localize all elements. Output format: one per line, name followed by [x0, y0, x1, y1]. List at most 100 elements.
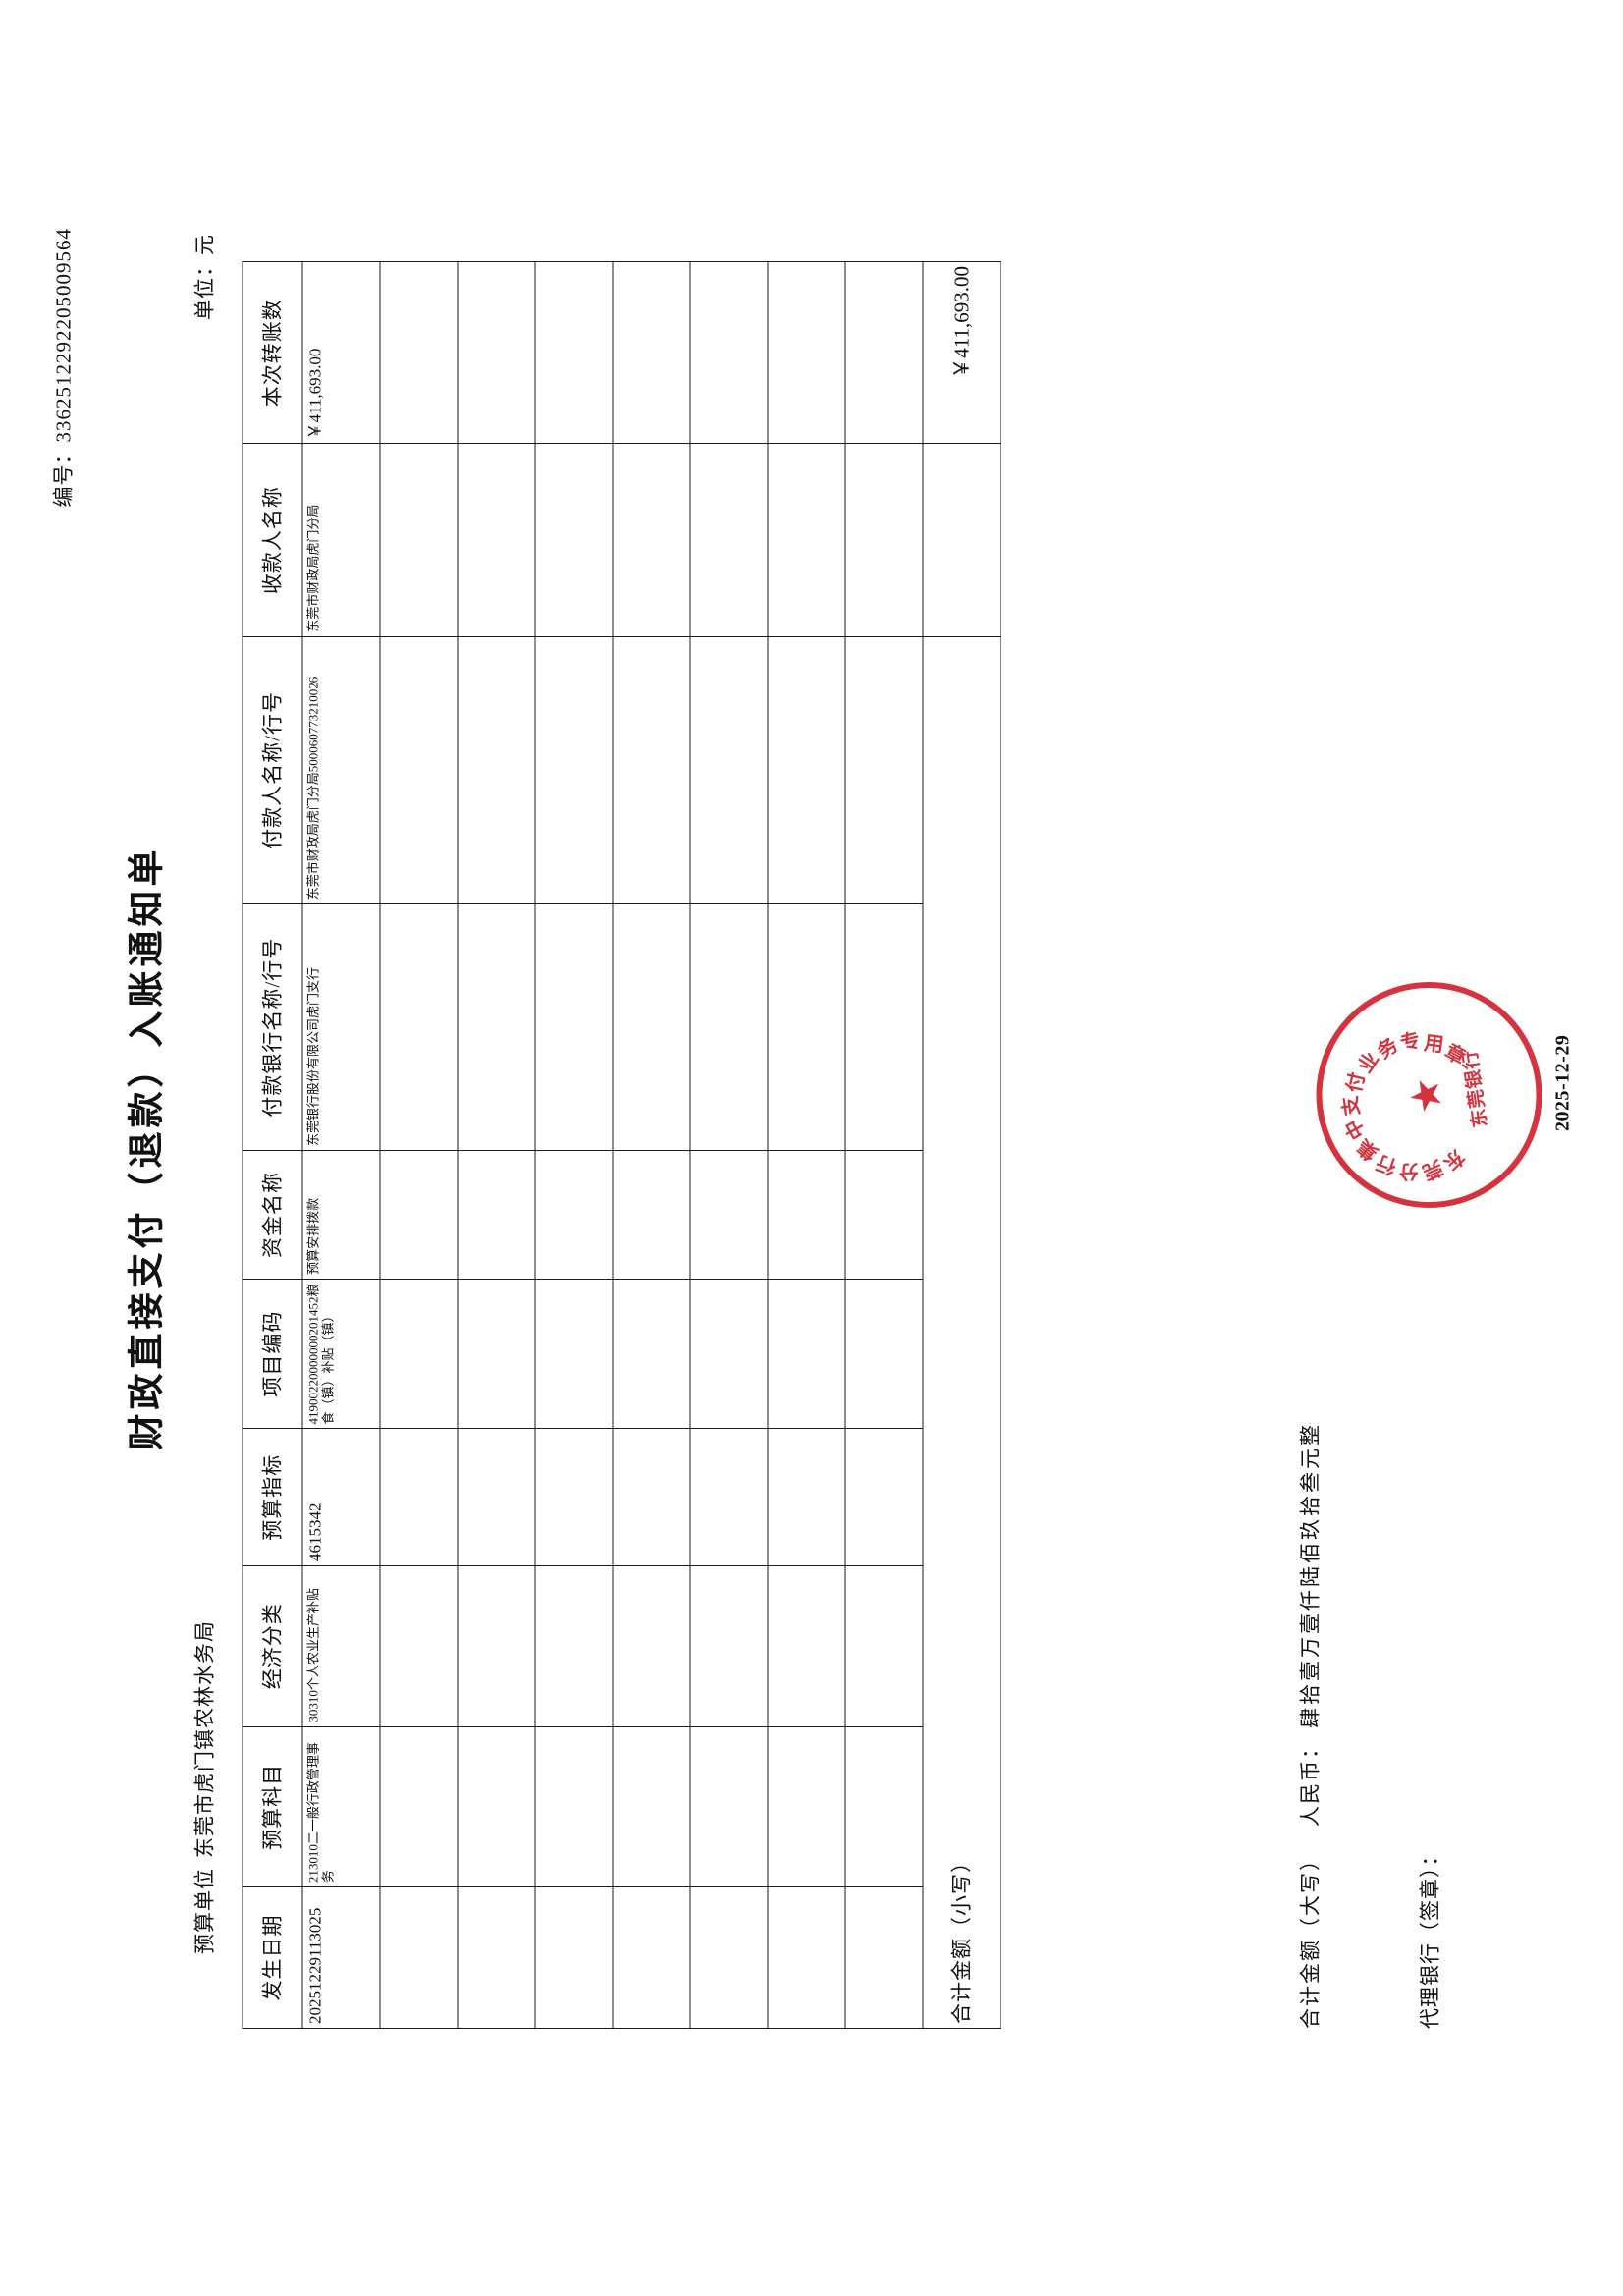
- cell-paying-bank: [844, 903, 923, 1151]
- currency-word-label: 人民币：: [1298, 1736, 1322, 1827]
- total-in-words-label: 合计金额（大写）: [1298, 1848, 1322, 2029]
- total-in-words-value: 肆拾壹万壹仟陆佰玖拾叁元整: [1298, 1422, 1322, 1728]
- cell-budget-index: [457, 1428, 535, 1566]
- cell-economic-class: [457, 1565, 535, 1727]
- cell-budget-subject: [379, 1726, 458, 1887]
- table-row: [689, 261, 768, 2029]
- serial-label: 编号：: [51, 442, 75, 508]
- cell-budget-subject: [767, 1726, 845, 1887]
- cell-payee: [689, 443, 768, 637]
- cell-payer: [379, 636, 458, 904]
- cell-amount: ￥411,693.00: [301, 261, 380, 444]
- table-header-row: 发生日期 预算科目 经济分类 预算指标 项目编码 资金名称 付款银行名称/行号 …: [242, 261, 302, 2029]
- cell-date: [379, 1886, 458, 2029]
- cell-fund-name: [612, 1150, 690, 1280]
- budget-unit-label: 预算单位: [192, 1868, 216, 1954]
- cell-date: [844, 1886, 923, 2029]
- cell-project-code: [844, 1279, 923, 1429]
- cell-project-code: 41900220000000201452粮食（镇）补贴（镇）: [301, 1279, 380, 1429]
- cell-paying-bank: [767, 903, 845, 1151]
- seal-ring-char: 分: [1397, 1159, 1419, 1184]
- cell-paying-bank: [612, 903, 690, 1151]
- cell-budget-subject: 213010二一般行政管理事务: [301, 1726, 380, 1887]
- table-row: [534, 261, 613, 2029]
- total-spacer-cell: [922, 443, 1001, 637]
- table-row: [612, 261, 690, 2029]
- col-header-payee: 收款人名称: [242, 443, 302, 637]
- cell-fund-name: [457, 1150, 535, 1280]
- cell-paying-bank: [379, 903, 458, 1151]
- cell-payer: 东莞市财政局虎门分局500060773210026: [301, 636, 380, 904]
- cell-amount: [457, 261, 535, 444]
- cell-amount: [612, 261, 690, 444]
- col-header-project-code: 项目编码: [242, 1279, 302, 1429]
- cell-fund-name: [689, 1150, 768, 1280]
- cell-date: [689, 1886, 768, 2029]
- cell-budget-index: [612, 1428, 690, 1566]
- cell-budget-index: [534, 1428, 613, 1566]
- cell-date: [534, 1886, 613, 2029]
- col-header-economic-class: 经济分类: [242, 1565, 302, 1727]
- table-row: 20251229113025 213010二一般行政管理事务 30310个人农业…: [301, 261, 380, 2029]
- table-row: [379, 261, 458, 2029]
- total-in-words-row: 合计金额（大写） 人民币： 肆拾壹万壹仟陆佰玖拾叁元整: [1294, 1422, 1324, 2029]
- currency-unit-label: 单位：元: [192, 234, 216, 320]
- cell-budget-subject: [457, 1726, 535, 1887]
- cell-economic-class: [379, 1565, 458, 1727]
- cell-project-code: [767, 1279, 845, 1429]
- cell-payer: [689, 636, 768, 904]
- cell-payee: [457, 443, 535, 637]
- cell-economic-class: [534, 1565, 613, 1727]
- cell-project-code: [457, 1279, 535, 1429]
- cell-amount: [534, 261, 613, 444]
- cell-paying-bank: 东莞银行股份有限公司虎门支行: [301, 903, 380, 1151]
- cell-budget-subject: [689, 1726, 768, 1887]
- serial-value: 3362512292205009564: [51, 228, 75, 443]
- cell-economic-class: 30310个人农业生产补贴: [301, 1565, 380, 1727]
- cell-project-code: [379, 1279, 458, 1429]
- cell-date: [767, 1886, 845, 2029]
- cell-fund-name: [379, 1150, 458, 1280]
- cell-amount: [844, 261, 923, 444]
- col-header-paying-bank: 付款银行名称/行号: [242, 903, 302, 1151]
- cell-payer: [534, 636, 613, 904]
- table-row: [457, 261, 535, 2029]
- total-amount-label: 合计金额（小写）: [922, 636, 1001, 2029]
- cell-payer: [767, 636, 845, 904]
- official-seal-stamp: 东莞分行集中支付业务专用章 ★ 东莞银行: [1301, 967, 1556, 1223]
- cell-budget-index: 4615342: [301, 1428, 380, 1566]
- cell-budget-subject: [534, 1726, 613, 1887]
- budget-unit: 预算单位 东莞市虎门镇农林水务局: [189, 1620, 218, 1954]
- cell-economic-class: [767, 1565, 845, 1727]
- cell-payer: [457, 636, 535, 904]
- col-header-amount: 本次转账数: [242, 261, 302, 444]
- cell-budget-subject: [844, 1726, 923, 1887]
- cell-payer: [612, 636, 690, 904]
- table-row: [844, 261, 923, 2029]
- cell-date: 20251229113025: [301, 1886, 380, 2029]
- cell-payee: [844, 443, 923, 637]
- cell-fund-name: 预算安排拨款: [301, 1150, 380, 1280]
- cell-budget-index: [689, 1428, 768, 1566]
- cell-payee: 东莞市财政局虎门分局: [301, 443, 380, 637]
- col-header-date: 发生日期: [242, 1886, 302, 2029]
- cell-payee: [612, 443, 690, 637]
- col-header-budget-subject: 预算科目: [242, 1726, 302, 1887]
- cell-date: [457, 1886, 535, 2029]
- page-title: 财政直接支付（退款）入账通知单: [124, 846, 167, 1450]
- seal-ring-char: 支: [1337, 1094, 1364, 1118]
- cell-budget-index: [767, 1428, 845, 1566]
- col-header-budget-index: 预算指标: [242, 1428, 302, 1566]
- cell-economic-class: [612, 1565, 690, 1727]
- cell-amount: [689, 261, 768, 444]
- budget-unit-value: 东莞市虎门镇农林水务局: [192, 1620, 216, 1858]
- cell-budget-index: [844, 1428, 923, 1566]
- cell-date: [612, 1886, 690, 2029]
- cell-paying-bank: [689, 903, 768, 1151]
- cell-amount: [379, 261, 458, 444]
- document-footer: 合计金额（大写） 人民币： 肆拾壹万壹仟陆佰玖拾叁元整 代理银行（签章）： 东莞分行…: [1294, 0, 1618, 2296]
- cell-project-code: [612, 1279, 690, 1429]
- cell-fund-name: [534, 1150, 613, 1280]
